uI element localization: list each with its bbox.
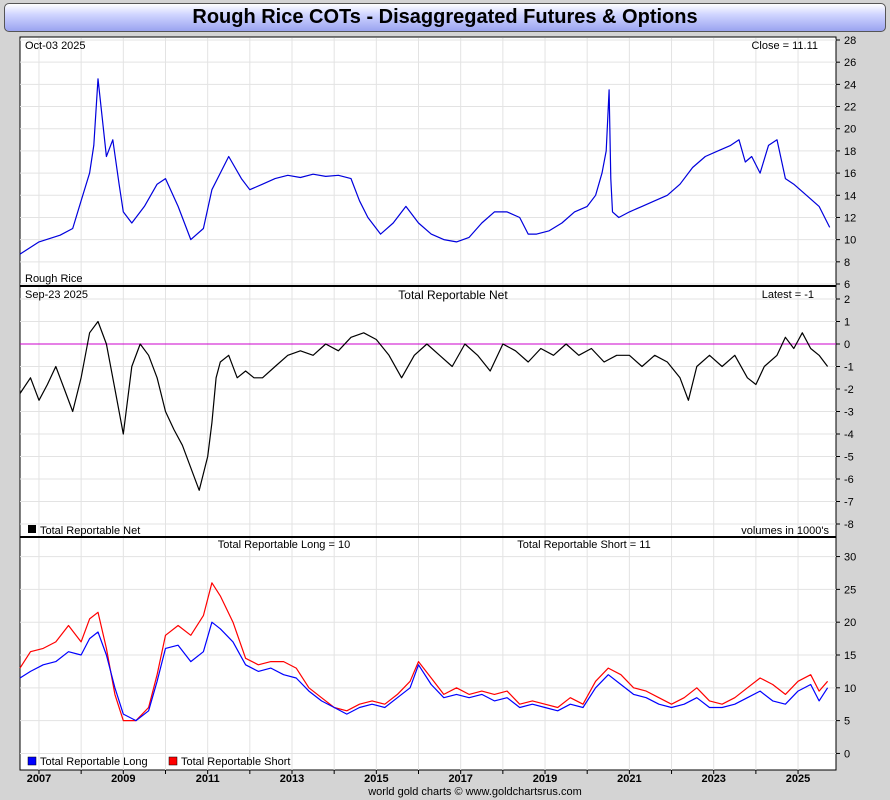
y-tick-label: 10 <box>844 235 856 247</box>
y-tick-label: 20 <box>844 124 856 136</box>
y-tick-label: -3 <box>844 407 854 419</box>
y-tick-label: -7 <box>844 497 854 509</box>
grid-layer <box>20 38 836 770</box>
chart-title: Rough Rice COTs - Disaggregated Futures … <box>4 3 886 32</box>
marks-layer <box>19 78 836 722</box>
outer-plot-frame <box>19 36 837 771</box>
y-tick-label: 24 <box>844 79 856 91</box>
total-reportable-short-line <box>19 582 829 722</box>
total-reportable-long-line <box>19 621 829 722</box>
price-date-label: Oct-03 2025 <box>25 40 86 52</box>
x-tick-label: 2013 <box>280 773 304 785</box>
y-tick-label: 8 <box>844 257 850 269</box>
y-tick-label: -6 <box>844 474 854 486</box>
net-legend-swatch <box>28 525 36 533</box>
short-legend-swatch <box>168 756 178 766</box>
ticks-layer: 6810121416182022242628-8-7-6-5-4-3-2-101… <box>27 35 857 785</box>
y-tick-label: 2 <box>844 294 850 306</box>
short-legend-label: Total Reportable Short <box>181 756 290 768</box>
y-tick-label: 20 <box>844 617 856 629</box>
x-tick-label: 2011 <box>196 773 220 785</box>
y-tick-label: 25 <box>844 584 856 596</box>
y-tick-label: 6 <box>844 279 850 291</box>
price-series-label: Rough Rice <box>25 273 82 285</box>
y-tick-label: 5 <box>844 716 850 728</box>
y-tick-label: 12 <box>844 212 856 224</box>
x-tick-label: 2017 <box>448 773 472 785</box>
net-panel-title: Total Reportable Net <box>398 288 508 302</box>
rough-rice-line <box>19 78 831 255</box>
net-legend-label: Total Reportable Net <box>40 525 140 537</box>
net-readout: Latest = -1 <box>762 289 814 301</box>
y-tick-label: 15 <box>844 650 856 662</box>
x-tick-label: 2025 <box>786 773 810 785</box>
y-tick-label: -8 <box>844 519 854 531</box>
footer-credit: world gold charts © www.goldchartsrus.co… <box>367 786 582 798</box>
y-tick-label: 30 <box>844 552 856 564</box>
x-tick-label: 2019 <box>533 773 557 785</box>
y-tick-label: 16 <box>844 168 856 180</box>
price-readout: Close = 11.11 <box>751 40 818 52</box>
y-tick-label: 10 <box>844 683 856 695</box>
y-tick-label: -1 <box>844 362 854 374</box>
y-tick-label: 28 <box>844 35 856 47</box>
x-tick-label: 2007 <box>27 773 51 785</box>
y-tick-label: -5 <box>844 452 854 464</box>
short-readout: Total Reportable Short = 11 <box>517 539 650 551</box>
total-reportable-net-line <box>19 320 829 491</box>
y-tick-label: 18 <box>844 146 856 158</box>
y-tick-label: 22 <box>844 102 856 114</box>
x-tick-label: 2021 <box>617 773 641 785</box>
y-tick-label: -2 <box>844 384 854 396</box>
y-tick-label: 26 <box>844 57 856 69</box>
net-date-label: Sep-23 2025 <box>25 289 88 301</box>
x-tick-label: 2015 <box>364 773 388 785</box>
long-readout: Total Reportable Long = 10 <box>218 539 350 551</box>
y-tick-label: 1 <box>844 317 850 329</box>
y-tick-label: 0 <box>844 748 850 760</box>
x-tick-label: 2023 <box>701 773 725 785</box>
long-legend-swatch <box>27 756 37 766</box>
net-units-label: volumes in 1000's <box>741 525 829 537</box>
y-tick-label: -4 <box>844 429 854 441</box>
y-tick-label: 0 <box>844 339 850 351</box>
x-tick-label: 2009 <box>111 773 135 785</box>
long-legend-label: Total Reportable Long <box>40 756 148 768</box>
y-tick-label: 14 <box>844 190 856 202</box>
